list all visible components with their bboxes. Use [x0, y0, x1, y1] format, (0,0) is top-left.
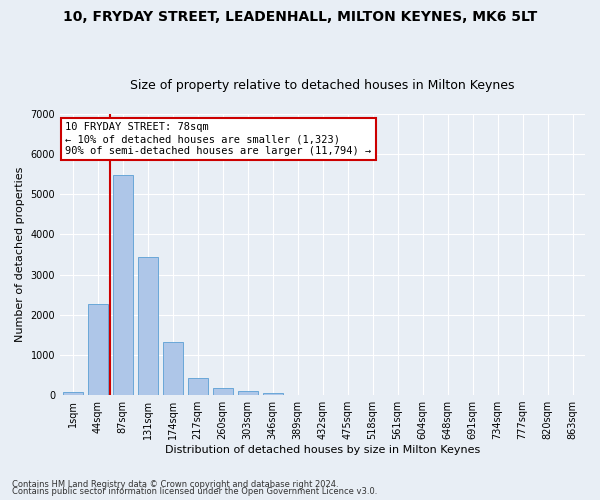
Bar [62, 392, 83, 395]
Text: 10, FRYDAY STREET, LEADENHALL, MILTON KEYNES, MK6 5LT: 10, FRYDAY STREET, LEADENHALL, MILTON KE… [63, 10, 537, 24]
Bar [263, 392, 283, 395]
Bar [238, 392, 257, 395]
Bar [137, 257, 158, 395]
Bar [88, 304, 107, 395]
Bar [163, 342, 182, 395]
Bar [113, 175, 133, 395]
Title: Size of property relative to detached houses in Milton Keynes: Size of property relative to detached ho… [130, 79, 515, 92]
Text: Contains public sector information licensed under the Open Government Licence v3: Contains public sector information licen… [12, 487, 377, 496]
Text: Contains HM Land Registry data © Crown copyright and database right 2024.: Contains HM Land Registry data © Crown c… [12, 480, 338, 489]
Text: 10 FRYDAY STREET: 78sqm
← 10% of detached houses are smaller (1,323)
90% of semi: 10 FRYDAY STREET: 78sqm ← 10% of detache… [65, 122, 371, 156]
Y-axis label: Number of detached properties: Number of detached properties [15, 167, 25, 342]
Bar [212, 388, 233, 395]
Bar [188, 378, 208, 395]
X-axis label: Distribution of detached houses by size in Milton Keynes: Distribution of detached houses by size … [165, 445, 480, 455]
